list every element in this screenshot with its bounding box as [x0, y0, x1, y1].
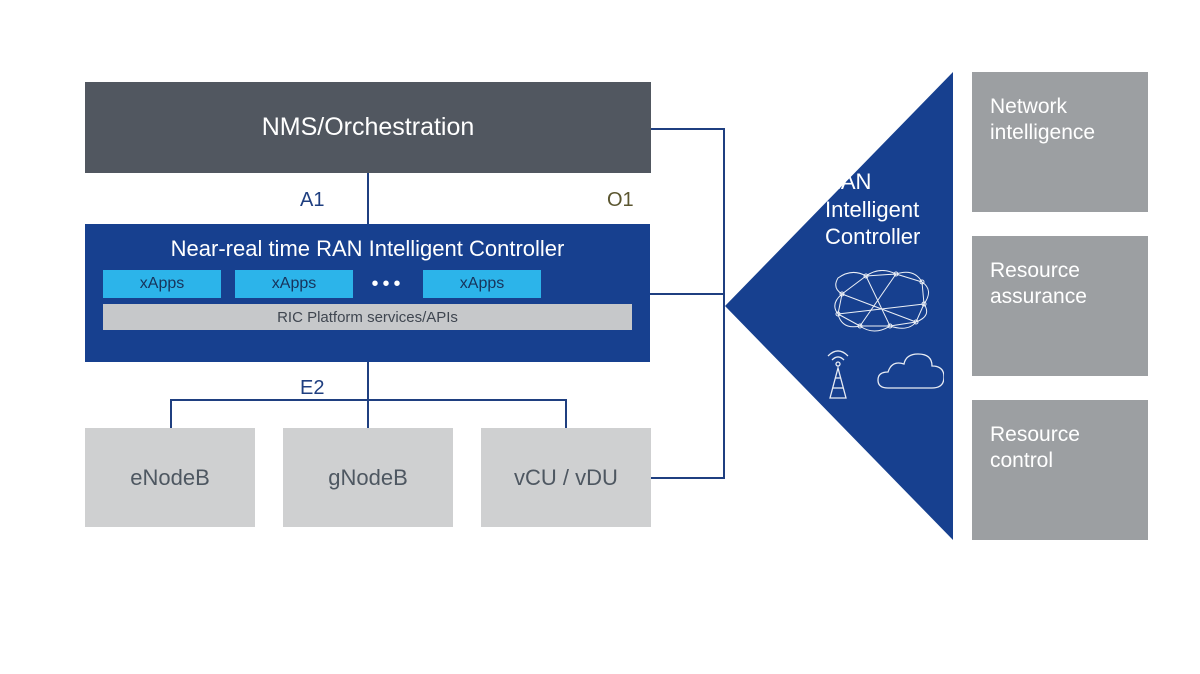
e2-label: E2	[300, 377, 324, 400]
xapp-box: xApps	[235, 270, 353, 298]
vcu-label: vCU / vDU	[514, 465, 618, 491]
wedge-illustration	[824, 270, 944, 400]
side-box-resource-assurance: Resource assurance	[972, 236, 1148, 376]
wedge-title: RAN Intelligent Controller	[825, 168, 920, 251]
e2-connector-main	[367, 362, 369, 400]
side-label: Network intelligence	[990, 94, 1130, 147]
nms-label: NMS/Orchestration	[262, 113, 475, 142]
a1-connector	[367, 173, 369, 225]
e2-connector-right	[565, 399, 567, 428]
o1-label: O1	[607, 189, 634, 212]
ric-apis-bar: RIC Platform services/APIs	[103, 304, 632, 330]
side-label: Resource control	[990, 422, 1130, 475]
diagram-canvas: NMS/Orchestration A1 O1 Near-real time R…	[0, 0, 1200, 674]
side-label: Resource assurance	[990, 258, 1130, 311]
o1-connector-top	[651, 128, 725, 130]
vcu-block: vCU / vDU	[481, 428, 651, 527]
enodeb-label: eNodeB	[130, 465, 210, 491]
o1-connector-bottom	[651, 477, 725, 479]
brain-cloud-antenna-icon	[824, 270, 944, 400]
enodeb-block: eNodeB	[85, 428, 255, 527]
wedge-title-line: Intelligent	[825, 196, 920, 224]
side-box-resource-control: Resource control	[972, 400, 1148, 540]
ric-title: Near-real time RAN Intelligent Controlle…	[171, 236, 565, 262]
ellipsis-icon: •••	[371, 273, 405, 296]
side-box-network-intelligence: Network intelligence	[972, 72, 1148, 212]
gnodeb-block: gNodeB	[283, 428, 453, 527]
e2-connector-left	[170, 399, 172, 428]
wedge-title-line: Controller	[825, 223, 920, 251]
e2-connector-middle	[367, 399, 369, 428]
o1-connector-mid	[650, 293, 724, 295]
ric-block: Near-real time RAN Intelligent Controlle…	[85, 224, 650, 362]
xapps-row: xApps xApps ••• xApps	[103, 270, 632, 298]
nms-block: NMS/Orchestration	[85, 82, 651, 173]
wedge-title-line: RAN	[825, 168, 920, 196]
gnodeb-label: gNodeB	[328, 465, 408, 491]
a1-label: A1	[300, 189, 324, 212]
xapp-box: xApps	[423, 270, 541, 298]
xapp-box: xApps	[103, 270, 221, 298]
